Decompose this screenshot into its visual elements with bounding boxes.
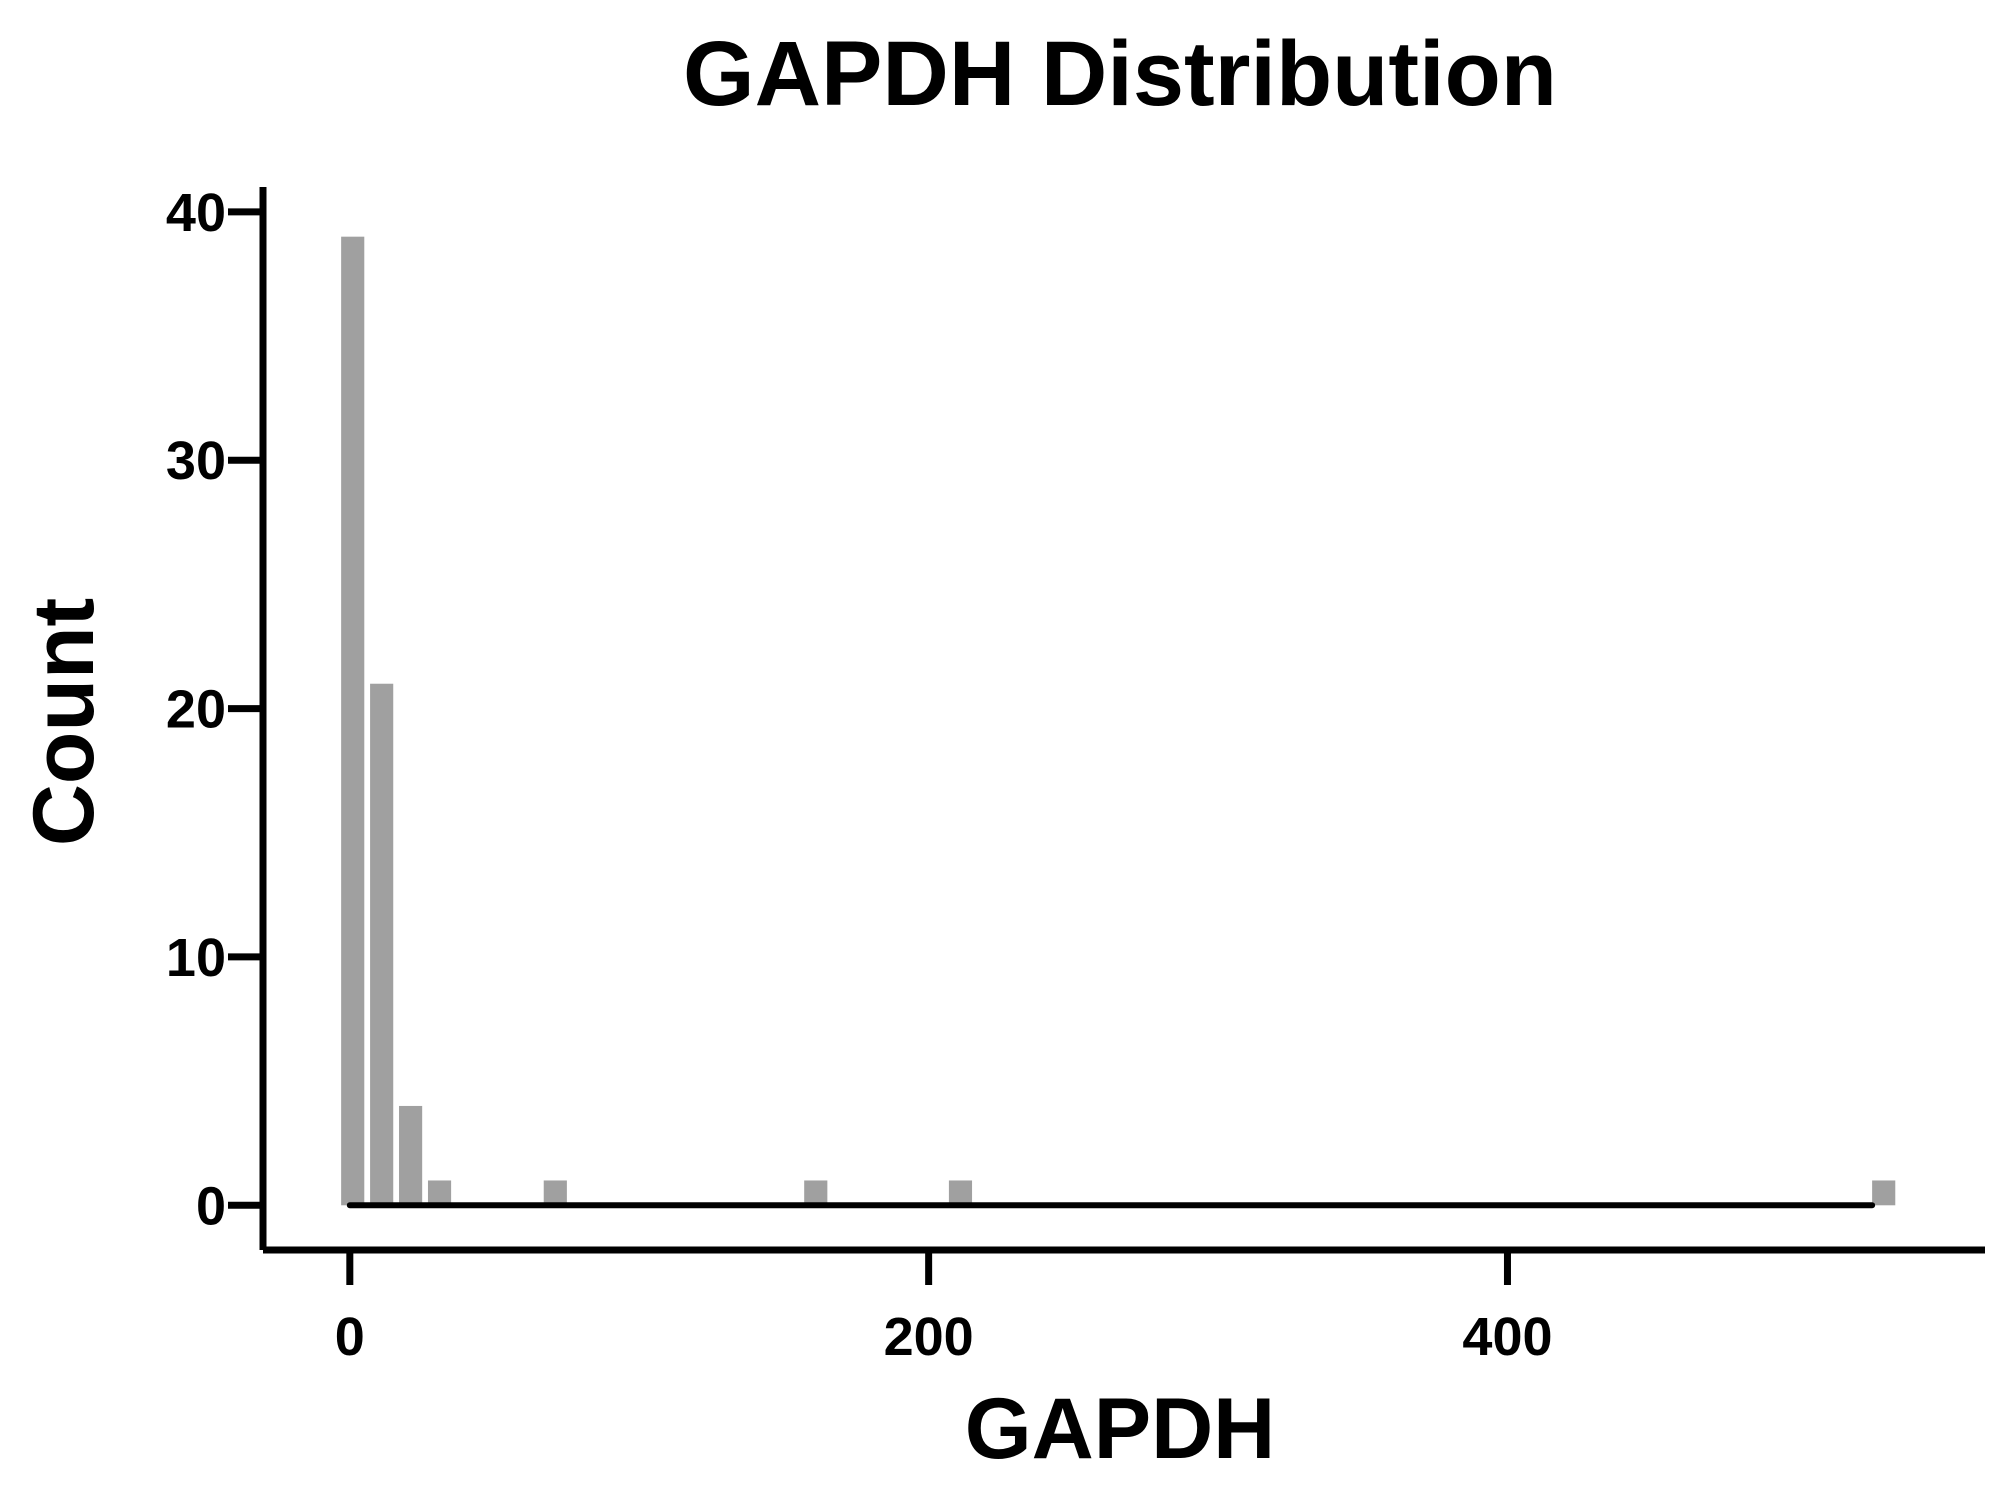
y-tick-label-0: 0 (196, 1176, 226, 1236)
y-tick-label-10: 10 (166, 928, 226, 988)
y-tick-label-20: 20 (166, 680, 226, 740)
chart-title: GAPDH Distribution (683, 23, 1557, 125)
histogram-bar-2 (399, 1105, 423, 1206)
histogram-bar-7 (1872, 1180, 1896, 1206)
y-tick-label-40: 40 (166, 183, 226, 243)
histogram-bar-3 (427, 1180, 452, 1206)
x-ticks-group: 0 200 400 (335, 1250, 1553, 1367)
x-tick-label-0: 0 (335, 1307, 365, 1367)
histogram-bar-4 (543, 1180, 567, 1206)
y-axis-title: Count (16, 598, 112, 846)
histogram-bar-1 (370, 683, 394, 1206)
axes-group (259, 187, 1985, 1254)
histogram-bar-0 (341, 236, 365, 1206)
y-ticks-group: 0 10 20 30 40 (166, 183, 263, 1236)
y-tick-label-30: 30 (166, 431, 226, 491)
bars-group (341, 236, 1896, 1206)
histogram-bar-6 (948, 1180, 973, 1206)
x-tick-label-200: 200 (884, 1307, 974, 1367)
histogram-bar-5 (804, 1180, 828, 1206)
x-axis-title: GAPDH (965, 1381, 1276, 1477)
x-tick-label-400: 400 (1462, 1307, 1552, 1367)
